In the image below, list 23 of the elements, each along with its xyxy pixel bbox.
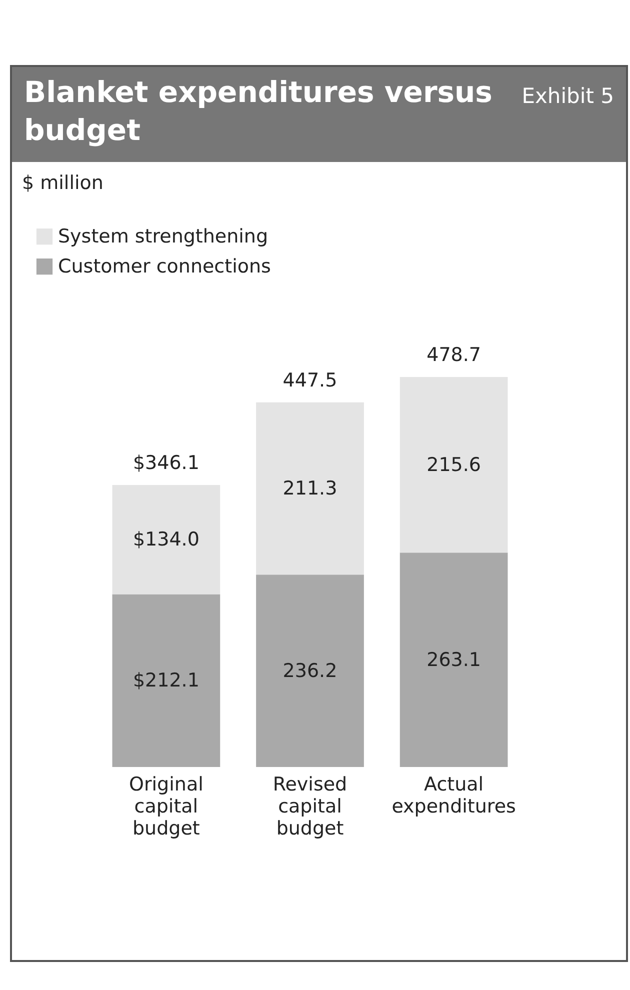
total-label: 447.5 — [282, 369, 338, 392]
total-label: $346.1 — [132, 452, 200, 474]
data-label: $134.0 — [132, 528, 200, 551]
text: Exhibit 5 — [522, 83, 614, 110]
x-tick-label: Original capital budget — [129, 774, 204, 840]
data-label: 236.2 — [282, 660, 338, 682]
total-label: 478.7 — [426, 344, 482, 366]
bar — [256, 402, 364, 575]
x-tick-label: Revised capital budget — [272, 774, 348, 840]
data-label: 215.6 — [426, 454, 482, 476]
bar — [112, 594, 220, 767]
bar — [400, 552, 508, 767]
legend-label: Customer connections — [58, 256, 271, 278]
bar — [112, 485, 220, 594]
legend-label: System strengthening — [58, 226, 268, 248]
bar — [400, 377, 508, 553]
x-tick-label: Actual expenditures — [392, 774, 516, 818]
data-label: 263.1 — [426, 648, 482, 671]
data-label: 211.3 — [282, 477, 338, 500]
data-label: $212.1 — [132, 670, 200, 692]
bar — [256, 574, 364, 767]
chart-title: Blanket expenditures versus budget — [24, 75, 492, 147]
text: $ million — [22, 172, 104, 194]
